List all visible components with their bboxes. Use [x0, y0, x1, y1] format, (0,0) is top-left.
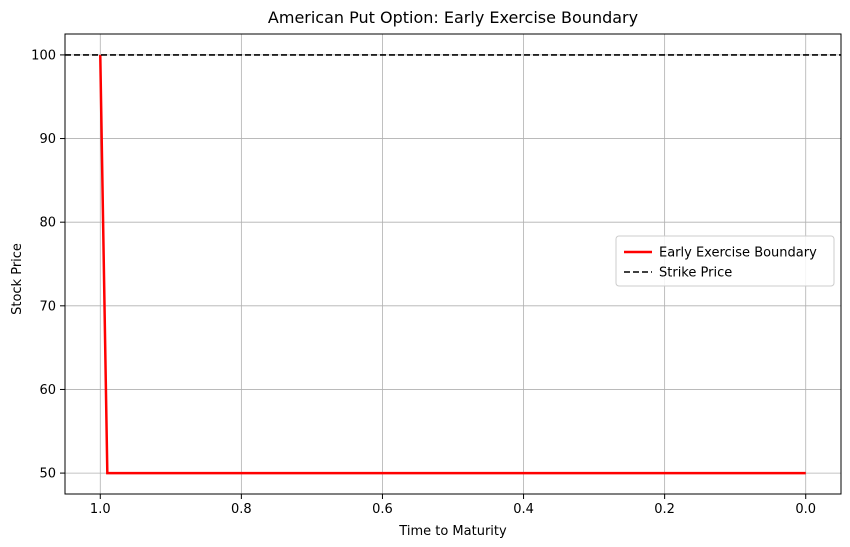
y-tick-label: 50: [39, 467, 56, 482]
x-tick-label: 0.2: [654, 502, 675, 517]
y-tick-label: 100: [31, 48, 56, 63]
series-line-early-exercise-boundary: [99, 54, 806, 475]
x-tick-label: 0.4: [513, 502, 534, 517]
y-axis-label: Stock Price: [10, 243, 25, 315]
ticks: 1.0 0.8 0.6 0.4 0.2 0.0 50 60 70 80 90 100: [31, 48, 816, 517]
legend: Early Exercise Boundary Strike Price: [615, 235, 835, 287]
x-tick-label: 0.6: [372, 502, 393, 517]
x-tick-label: 0.8: [231, 502, 252, 517]
chart-title: American Put Option: Early Exercise Boun…: [268, 8, 638, 27]
y-tick-label: 70: [39, 299, 56, 314]
y-tick-label: 60: [39, 383, 56, 398]
plot-area: [65, 54, 841, 475]
legend-box: [615, 235, 835, 287]
legend-label: Strike Price: [659, 266, 732, 281]
x-tick-label: 0.0: [795, 502, 816, 517]
y-tick-label: 90: [39, 132, 56, 147]
x-tick-label: 1.0: [90, 502, 111, 517]
x-axis-label: Time to Maturity: [398, 524, 507, 539]
y-tick-label: 80: [39, 216, 56, 231]
legend-label: Early Exercise Boundary: [659, 246, 817, 261]
axes-frame: [64, 33, 842, 495]
